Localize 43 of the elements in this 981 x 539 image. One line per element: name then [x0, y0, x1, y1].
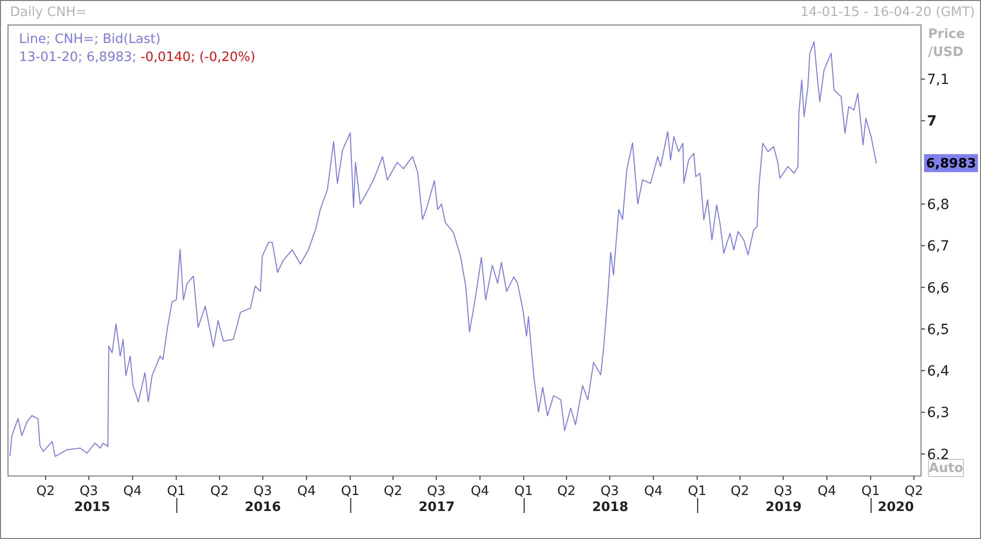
x-tick-label: Q4 [297, 484, 316, 499]
x-tick-label: Q4 [818, 484, 836, 499]
y-tick-label: 6,5 [927, 322, 950, 338]
x-tick-label: Q2 [557, 484, 576, 499]
y-tick-label: 7 [927, 114, 937, 130]
x-tick-label: Q3 [426, 484, 446, 499]
x-tick-label: Q1 [861, 484, 880, 499]
x2-tick-label: 2015 [74, 500, 110, 515]
x2-tick-label: 2016 [244, 500, 281, 515]
x-tick-label: Q3 [254, 484, 272, 499]
chart-title: Daily CNH= [10, 5, 86, 20]
y-tick-label: 6,7 [927, 238, 950, 255]
x-tick-label: Q2 [36, 484, 55, 499]
y-tick-label: 6,8 [927, 196, 950, 213]
x-tick-label: Q2 [730, 484, 750, 499]
y-tick-label: 6,4 [927, 364, 950, 380]
text: Auto [928, 461, 964, 476]
x-tick-label: Q2 [384, 484, 402, 499]
text: Line; CNH=; Bid(Last) [19, 32, 161, 47]
x2-tick-label: 2017 [418, 500, 455, 515]
x2-tick-label: 2020 [878, 500, 914, 515]
text: 6,8983 [926, 156, 976, 172]
chart-subtitle: 14-01-15 - 16-04-20 (GMT) [800, 5, 975, 20]
y-tick-label: 6,3 [927, 405, 950, 422]
x-tick-label: Q4 [470, 484, 490, 499]
x-tick-label: Q3 [600, 484, 619, 499]
y-tick-label: 7,1 [927, 72, 950, 88]
x-tick-label: Q1 [167, 484, 186, 499]
x-tick-label: Q3 [774, 484, 792, 499]
x-tick-label: Q1 [688, 484, 706, 499]
y-tick-label: 6,6 [927, 280, 950, 296]
x-tick-label: Q2 [904, 484, 924, 499]
x-tick-label: Q4 [123, 484, 142, 499]
x2-tick-label: 2019 [766, 500, 802, 515]
y-tick-label: 6,2 [927, 446, 950, 463]
x2-tick-label: 2018 [592, 500, 628, 515]
x-tick-label: Q4 [644, 484, 663, 499]
x-tick-label: Q1 [340, 484, 360, 499]
annotation: 13-01-20; 6,8983; -0,0140; (-0,20%) [19, 50, 256, 65]
x-tick-label: Q2 [210, 484, 229, 499]
y-axis-title: Price /USD [928, 27, 966, 60]
x-tick-label: Q1 [514, 484, 533, 499]
x-tick-label: Q3 [80, 484, 98, 499]
